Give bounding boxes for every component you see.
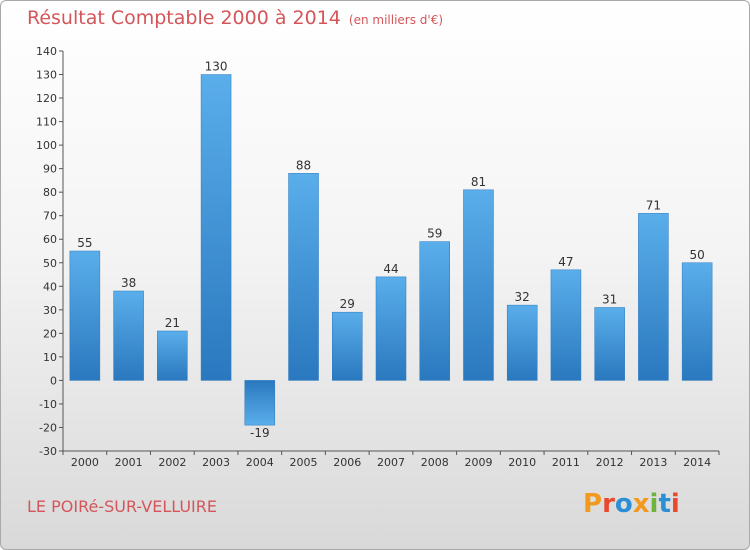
y-tick-label: 0	[50, 374, 57, 387]
bar-2004	[244, 380, 276, 426]
bar-2005	[288, 173, 319, 381]
x-tick-label: 2010	[508, 456, 536, 469]
bar-2003	[200, 74, 232, 381]
x-tick-label: 2005	[290, 456, 318, 469]
x-tick-label: 2003	[202, 456, 230, 469]
x-tick-label: 2001	[115, 456, 143, 469]
value-label: 50	[689, 248, 704, 262]
x-tick-label: 2004	[246, 456, 274, 469]
x-tick-label: 2014	[683, 456, 711, 469]
x-tick-label: 2007	[377, 456, 405, 469]
y-tick-label: 70	[43, 210, 57, 223]
y-tick-label: 120	[36, 92, 57, 105]
value-label: 47	[558, 255, 573, 269]
bar-2010	[506, 304, 538, 381]
y-tick-label: 100	[36, 139, 57, 152]
value-label: 21	[165, 316, 180, 330]
y-tick-label: 110	[36, 116, 57, 129]
x-tick-label: 2000	[71, 456, 99, 469]
bar-2001	[113, 290, 144, 381]
value-labels: 55 38 21 130 -19 88 29 44 59 81 32 47 31 71 50	[77, 60, 705, 441]
bar-2008	[419, 241, 450, 381]
y-tick-label: 30	[43, 304, 57, 317]
x-tick-label: 2009	[464, 456, 492, 469]
x-tick-label: 2013	[639, 456, 667, 469]
value-label: 31	[602, 292, 617, 306]
bar-2013	[638, 213, 669, 381]
y-tick-label: 50	[43, 257, 57, 270]
commune-name: LE POIRé-SUR-VELLUIRE	[27, 497, 217, 516]
value-label: 32	[515, 290, 530, 304]
logo-letter: o	[614, 489, 633, 519]
value-label: -19	[250, 426, 270, 440]
value-label: 88	[296, 158, 311, 172]
y-tick-label: 10	[43, 351, 57, 364]
bar-2006	[332, 311, 363, 381]
proxiti-logo: Proxiti	[583, 489, 680, 519]
bar-2002	[157, 330, 188, 381]
value-label: 38	[121, 276, 136, 290]
y-tick-label: 130	[36, 69, 57, 82]
logo-letter: t	[658, 489, 671, 519]
bar-2000	[69, 250, 101, 381]
logo-letter: P	[583, 489, 603, 519]
y-tick-label: 60	[43, 233, 57, 246]
x-tick-label: 2012	[596, 456, 624, 469]
bar-2009	[463, 189, 494, 381]
value-label: 130	[205, 60, 228, 74]
bar-2007	[375, 276, 407, 381]
value-label: 59	[427, 227, 442, 241]
logo-letter: i	[670, 489, 680, 519]
value-label: 44	[383, 262, 398, 276]
bars	[69, 74, 713, 426]
title-text: Résultat Comptable 2000 à 2014	[27, 7, 341, 29]
y-tick-label: 20	[43, 327, 57, 340]
y-tick-label: 140	[36, 45, 57, 58]
y-tick-label: 90	[43, 163, 57, 176]
y-tick-label: 40	[43, 280, 57, 293]
x-tick-label: 2008	[421, 456, 449, 469]
y-tick-label: -30	[39, 445, 57, 458]
value-label: 55	[77, 236, 92, 250]
title-unit: (en milliers d'€)	[348, 13, 444, 27]
x-tick-label: 2006	[333, 456, 361, 469]
y-tick-label: 80	[43, 186, 57, 199]
bar-2014	[681, 262, 713, 381]
bar-2012	[594, 307, 625, 381]
logo-letter: r	[602, 489, 615, 519]
logo-letter: i	[649, 489, 659, 519]
y-tick-label: -20	[39, 421, 57, 434]
chart-title: Résultat Comptable 2000 à 2014 (en millie…	[27, 7, 443, 29]
value-label: 29	[340, 297, 355, 311]
y-tick-label: -10	[39, 398, 57, 411]
x-tick-label: 2002	[158, 456, 186, 469]
x-tick-label: 2011	[552, 456, 580, 469]
logo-letter: x	[632, 489, 650, 519]
value-label: 71	[646, 198, 661, 212]
value-label: 81	[471, 175, 486, 189]
bar-2011	[550, 269, 582, 381]
axes: -30 -20 -10 0 10 20 30 40 50 60 70 80 90 100 110 120 130…	[36, 45, 720, 469]
